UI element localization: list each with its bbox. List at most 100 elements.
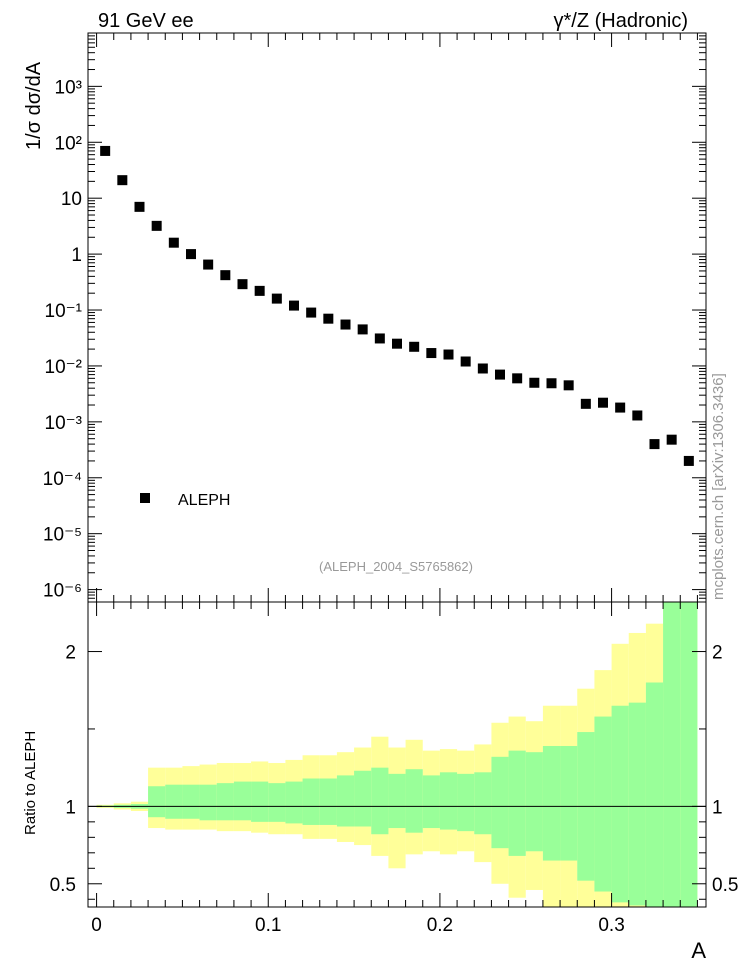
inner-band-bin (611, 705, 629, 903)
inner-band-bin (199, 784, 217, 821)
main-plot-frame (87, 32, 707, 603)
inner-band-bin (285, 781, 303, 824)
inner-band-bin (148, 786, 166, 818)
ratio-y-axis-label: Ratio to ALEPH (22, 731, 39, 835)
data-point (168, 237, 179, 248)
data-point (306, 307, 317, 318)
data-point (254, 285, 265, 296)
ratio-plot-panel: 0.5 0.5 1 1 2 2 0 0.1 0.2 0.3 (50, 601, 738, 936)
header-left: 91 GeV ee (98, 10, 194, 32)
y-tick-label: 10⁻⁵ (43, 525, 82, 546)
header-right: γ*/Z (Hadronic) (554, 10, 688, 32)
data-point (477, 363, 488, 374)
x-tick-label: 0.1 (255, 915, 281, 936)
data-point (666, 434, 677, 445)
ratio-plot-ticks: 0.5 0.5 1 1 2 2 0 0.1 0.2 0.3 (50, 602, 738, 936)
analysis-id: (ALEPH_2004_S5765862) (319, 559, 473, 574)
inner-band-bin (216, 783, 234, 821)
data-point (203, 259, 214, 270)
data-point (598, 397, 608, 408)
data-point (683, 455, 694, 466)
data-point (151, 220, 162, 231)
ratio-bands (96, 602, 698, 907)
inner-band-bin (474, 772, 492, 835)
data-point (563, 380, 574, 391)
ratio-y-tick-label: 0.5 (50, 875, 76, 896)
y-tick-label: 1 (71, 245, 82, 266)
data-point (443, 349, 454, 360)
y-tick-label: 10 (61, 189, 82, 210)
ratio-plot-frame (87, 601, 707, 908)
inner-band-bin (182, 784, 200, 819)
y-tick-label: 10³ (55, 77, 82, 98)
data-point (392, 338, 402, 349)
inner-band-bin (645, 682, 664, 907)
inner-band-bin (336, 775, 355, 827)
inner-band-bin (680, 602, 698, 907)
legend-marker (140, 493, 150, 503)
inner-band-bin (508, 750, 526, 856)
inner-band-bin (388, 773, 406, 829)
inner-band-bin (354, 770, 372, 827)
side-watermark: mcplots.cern.ch [arXiv:1306.3436] (710, 373, 727, 600)
inner-band-bin (525, 752, 543, 852)
inner-band-bin (302, 778, 320, 825)
main-plot-y-ticks: 10⁻⁶ 10⁻⁵ 10⁻⁴ 10⁻³ 10⁻² 10⁻¹ 1 10 10² 10³ (43, 32, 706, 603)
inner-band-bin (560, 745, 578, 861)
y-tick-label: 10⁻² (45, 357, 83, 378)
inner-band-bin (457, 773, 475, 832)
data-point (237, 279, 248, 290)
y-tick-label: 10⁻¹ (45, 301, 83, 322)
legend-label-aleph: ALEPH (178, 492, 230, 509)
y-tick-label: 10⁻³ (45, 413, 83, 434)
data-point (615, 402, 626, 413)
inner-band-bin (422, 775, 440, 829)
data-point (323, 313, 334, 324)
data-point (289, 300, 299, 311)
y-tick-label: 10⁻⁶ (43, 581, 82, 602)
data-point (546, 378, 557, 389)
inner-band-bin (165, 784, 183, 819)
data-point (649, 439, 660, 450)
inner-band-bin (268, 783, 286, 822)
data-point (117, 175, 128, 186)
inner-band-bin (251, 781, 269, 822)
inner-band-bin (594, 716, 612, 892)
data-point (271, 293, 282, 304)
data-point (100, 145, 111, 156)
ratio-y-tick-label: 1 (65, 797, 76, 818)
inner-band-bin (233, 781, 252, 821)
ratio-y-tick-label-right: 0.5 (712, 875, 738, 896)
data-point (374, 333, 385, 344)
data-point (632, 410, 643, 421)
data-point (426, 348, 437, 359)
inner-band-bin (439, 772, 458, 830)
data-point (529, 377, 540, 388)
x-axis-label: A (691, 938, 706, 963)
x-tick-label: 0.2 (427, 915, 453, 936)
data-point (186, 249, 196, 260)
data-point (220, 270, 231, 281)
inner-band-bin (491, 756, 509, 849)
data-point (580, 398, 591, 409)
inner-band-bin (628, 702, 646, 906)
data-point (495, 369, 505, 380)
data-point (460, 356, 471, 367)
y-tick-label: 10² (55, 133, 82, 154)
data-point (512, 373, 523, 384)
inner-band-bin (405, 769, 423, 833)
ratio-y-tick-label-right: 1 (712, 797, 723, 818)
data-point (134, 201, 145, 212)
inner-band-bin (371, 767, 389, 835)
data-point (340, 319, 351, 330)
inner-band-bin (542, 745, 561, 861)
inner-band-bin (663, 602, 681, 907)
x-tick-label: 0 (91, 915, 102, 936)
y-tick-label: 10⁻⁴ (43, 469, 82, 490)
ratio-y-tick-label-right: 2 (712, 643, 723, 664)
ratio-y-tick-label: 2 (65, 643, 76, 664)
main-plot-panel: 10⁻⁶ 10⁻⁵ 10⁻⁴ 10⁻³ 10⁻² 10⁻¹ 1 10 10² 10³ (43, 32, 707, 603)
data-point (357, 324, 368, 335)
inner-band-bin (319, 778, 337, 825)
